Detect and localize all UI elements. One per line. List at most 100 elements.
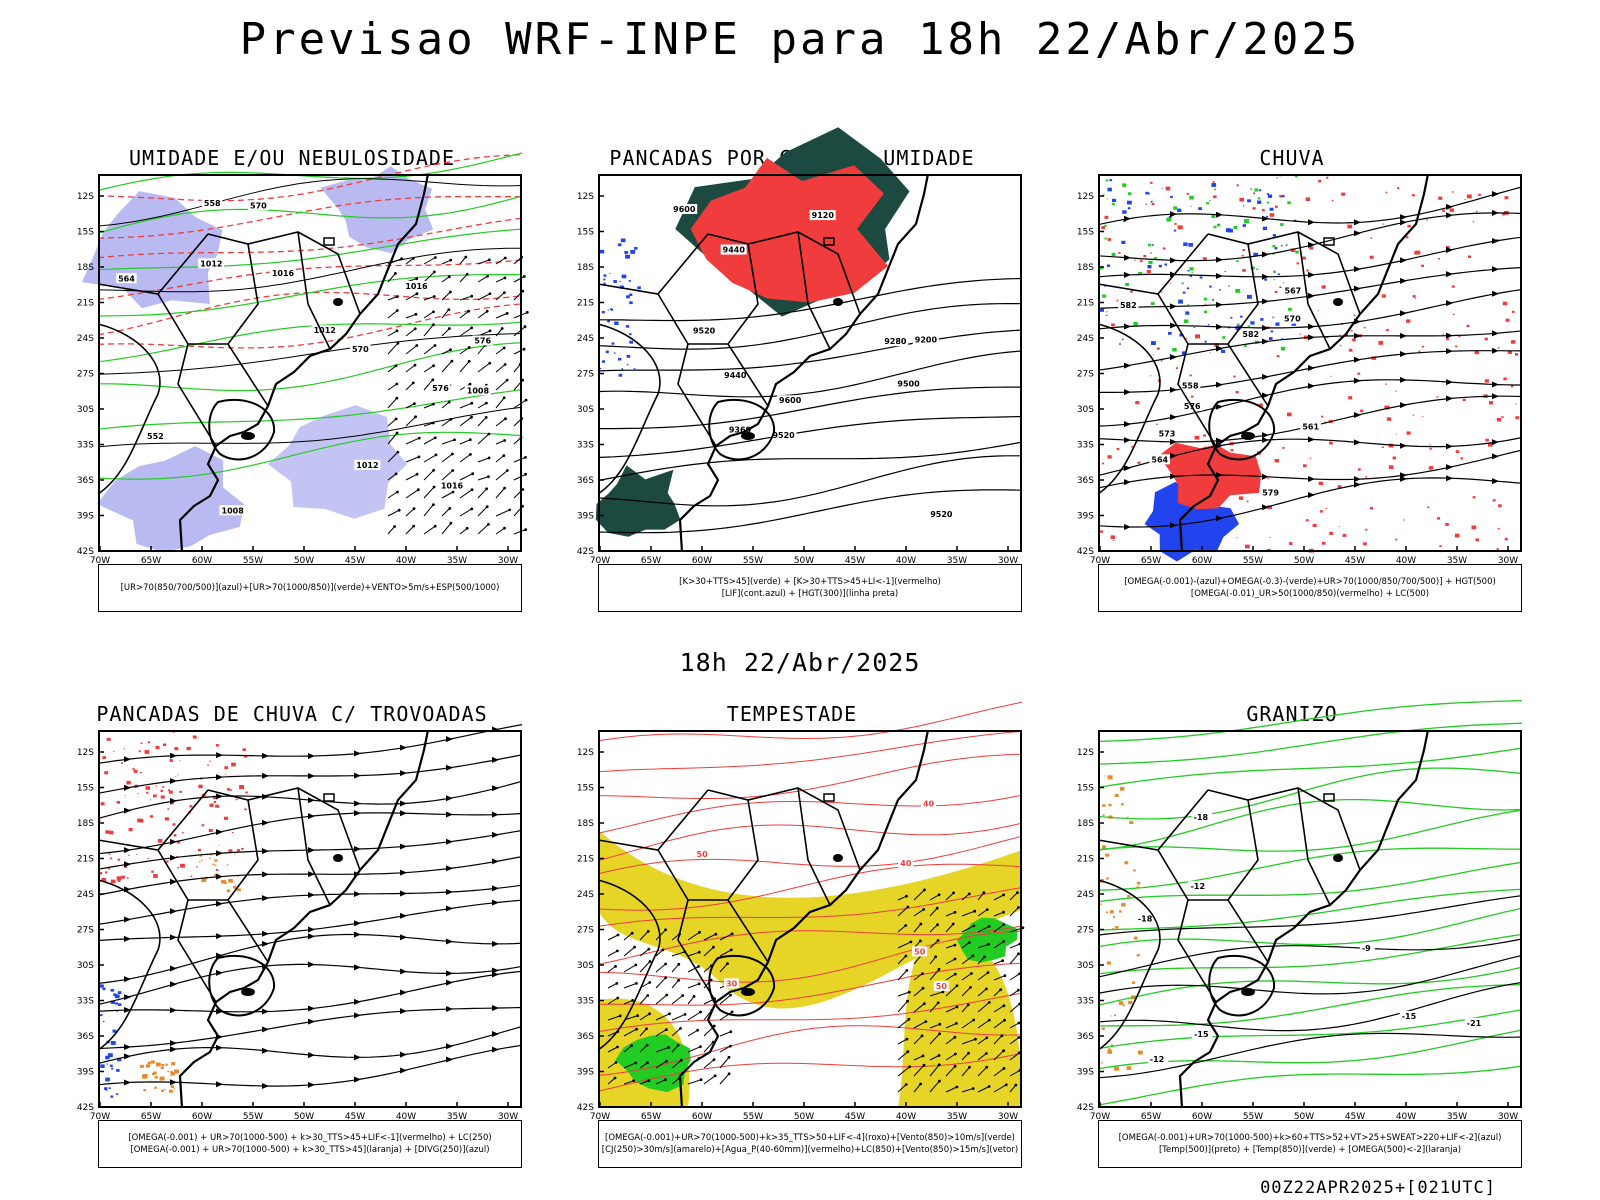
water-contour (597, 1052, 1023, 1092)
contour-label: 40 (900, 859, 912, 868)
streamline-arrow (1262, 273, 1269, 280)
contour-label: 1012 (356, 461, 378, 470)
streamline-arrow (170, 798, 177, 805)
rain-speck (1262, 226, 1267, 231)
wind-vector (449, 290, 452, 294)
contour-label-bg (920, 798, 936, 809)
wind-vector (904, 1083, 908, 1086)
storm-speck (151, 1060, 155, 1064)
rain-speck (1510, 340, 1516, 344)
storm-speck (142, 1074, 148, 1078)
rain-speck (1357, 372, 1361, 375)
wind-vector (677, 978, 680, 982)
rain-speck (1488, 443, 1493, 447)
wind-vector (441, 453, 453, 463)
rain-speck (1464, 199, 1466, 200)
rain-speck (1110, 535, 1115, 539)
wind-vector (495, 328, 503, 337)
streamline-arrow (1262, 338, 1269, 345)
wind-vector (699, 1078, 703, 1082)
streamline-arrow (446, 838, 453, 845)
wind-vector (465, 272, 469, 276)
storm-speck (165, 1063, 168, 1066)
wind-vector (961, 1052, 969, 1061)
streamline-arrow (400, 890, 407, 897)
wind-vector (648, 981, 652, 984)
lon-label: 40W (396, 1112, 416, 1122)
rain-speck (1209, 352, 1211, 354)
rain-speck (1104, 224, 1107, 227)
streamline-arrow (262, 895, 269, 902)
streamline-arrow (1308, 334, 1315, 341)
storm-speck (198, 784, 203, 789)
wind-vector (703, 1041, 714, 1053)
storm-speck (223, 816, 228, 820)
rain-speck (1305, 197, 1310, 201)
contour-label-bg (1188, 880, 1210, 891)
lon-label: 60W (692, 556, 712, 566)
rain-speck (1249, 251, 1251, 253)
streamline-arrow (1124, 362, 1131, 369)
streamline-arrow (1492, 347, 1499, 354)
humidity-contour (97, 228, 523, 271)
rain-speck (1274, 459, 1279, 463)
lon-label: 65W (641, 556, 661, 566)
streamline-arrow (170, 1046, 177, 1053)
omega-speck (1124, 944, 1126, 946)
contour-label: -9 (1362, 944, 1371, 953)
wind-vector (897, 1018, 910, 1029)
rain-speck (1321, 285, 1326, 289)
rain-speck (1272, 234, 1276, 237)
wind-vector (712, 945, 715, 949)
storm-speck (224, 766, 229, 770)
lon-label: 70W (1090, 556, 1110, 566)
wind-vector (977, 1086, 990, 1093)
lat-label: 36S (1077, 1032, 1094, 1042)
rain-speck (1258, 403, 1263, 407)
streamline-arrow (262, 752, 269, 759)
temp850-contour (1097, 966, 1523, 1006)
wind-vector (387, 526, 395, 535)
lat-label: 27S (77, 370, 94, 380)
run-timestamp: 00Z22APR2025+[021UTC] (1260, 1178, 1496, 1198)
contour-label-bg (354, 459, 381, 470)
rain-speck (1125, 283, 1129, 286)
omega-speck (1107, 1048, 1111, 1051)
rain-speck (1119, 343, 1121, 345)
wind-vector (703, 965, 712, 973)
wind-vector (387, 509, 400, 517)
contour-label: 1016 (405, 282, 428, 291)
contour-label-bg (472, 335, 493, 346)
rain-speck (1102, 194, 1105, 196)
rain-speck (1515, 416, 1520, 420)
streamline-arrow (1216, 403, 1223, 410)
rain-speck (1369, 255, 1374, 259)
omega-speck (1122, 1004, 1125, 1007)
wind-vector (447, 275, 451, 279)
streamline-arrow (262, 1026, 269, 1033)
wind-vector (913, 1055, 924, 1061)
lon-label: 45W (845, 1112, 865, 1122)
panel-legend: [UR>70(850/700/500)](azul)+[UR>70(1000/8… (98, 564, 522, 612)
streamline-arrow (1170, 438, 1177, 445)
streamline-arrow (170, 1007, 177, 1014)
wind-vector (1009, 1003, 1020, 1013)
wind-vector (639, 1080, 650, 1085)
rain-speck (1139, 259, 1143, 263)
panel-legend: [OMEGA(-0.001)+UR>70(1000-500)+k>60+TTS>… (1098, 1120, 1522, 1168)
lat-label: 24S (77, 334, 94, 344)
wind-vector (1009, 973, 1020, 981)
streamline-arrow (124, 1044, 131, 1051)
streamline-arrow (354, 750, 361, 757)
lon-label: 70W (90, 556, 110, 566)
lat-label: 18S (577, 819, 594, 829)
rain-speck (1451, 191, 1454, 193)
omega-speck (1106, 877, 1109, 880)
streamline-arrow (170, 908, 177, 915)
lon-label: 35W (1447, 556, 1467, 566)
wind-vector (414, 312, 418, 316)
contour-label-bg (1191, 811, 1213, 822)
wind-vector (929, 894, 940, 901)
